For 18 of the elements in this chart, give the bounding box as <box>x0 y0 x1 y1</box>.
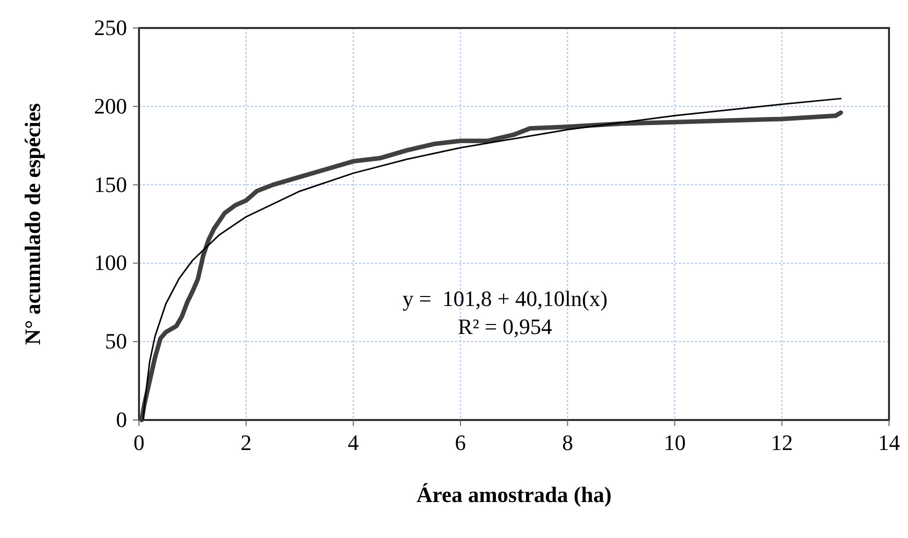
y-tick-label: 200 <box>94 93 127 118</box>
x-tick-label: 14 <box>878 430 900 455</box>
x-tick-label: 6 <box>454 430 466 455</box>
x-tick-label: 8 <box>562 430 574 455</box>
x-tick-label: 10 <box>664 430 686 455</box>
x-tick-label: 4 <box>348 430 359 455</box>
x-tick-label: 2 <box>240 430 252 455</box>
y-tick-label: 150 <box>94 172 127 197</box>
annotation: y = 101,8 + 40,10ln(x) <box>402 286 608 311</box>
y-axis-title: N° acumulado de espécies <box>20 102 45 345</box>
y-tick-label: 0 <box>116 407 127 432</box>
x-axis-title: Área amostrada (ha) <box>416 482 612 507</box>
x-tick-label: 0 <box>134 430 144 455</box>
annotation: R² = 0,954 <box>458 314 552 339</box>
x-tick-label: 12 <box>770 430 793 455</box>
y-tick-label: 100 <box>94 250 127 276</box>
y-tick-label: 250 <box>94 15 127 40</box>
y-tick-label: 50 <box>105 328 127 354</box>
